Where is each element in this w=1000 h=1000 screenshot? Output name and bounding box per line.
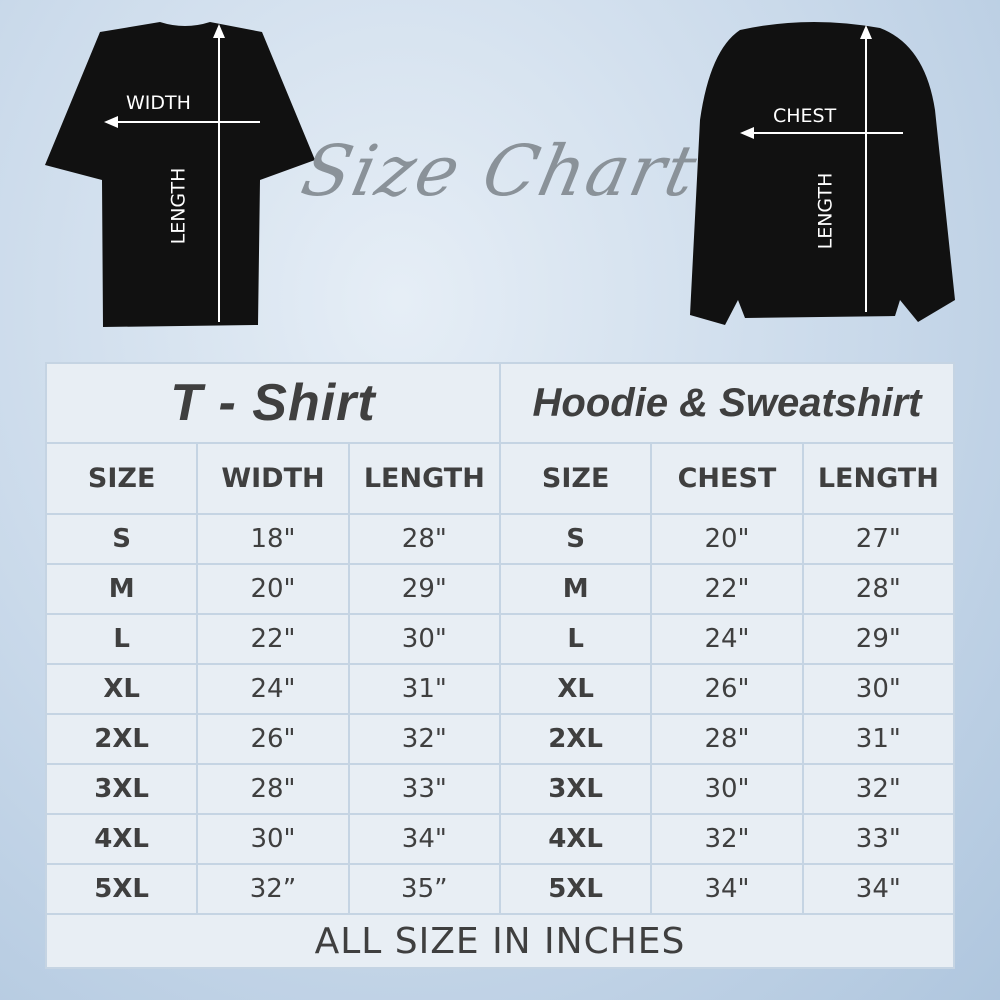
measurement-cell: 26" xyxy=(198,715,348,763)
measurement-cell: 34" xyxy=(349,815,499,863)
measurement-cell: 20" xyxy=(198,565,348,613)
measurement-cell: 24" xyxy=(198,665,348,713)
table-row: S 18" 28" S 20" 27" xyxy=(47,515,953,563)
measurement-cell: 31" xyxy=(349,665,499,713)
measurement-cell: 32" xyxy=(652,815,802,863)
size-cell: 4XL xyxy=(47,815,197,863)
column-header: LENGTH xyxy=(803,444,953,513)
measurement-cell: 22" xyxy=(652,565,802,613)
width-label: WIDTH xyxy=(126,92,191,114)
table-row: 3XL 28" 33" 3XL 30" 32" xyxy=(47,765,953,813)
size-cell: 3XL xyxy=(47,765,197,813)
measurement-cell: 30" xyxy=(652,765,802,813)
measurement-cell: 34" xyxy=(803,865,953,913)
measurement-cell: 30" xyxy=(803,665,953,713)
measurement-cell: 30" xyxy=(349,615,499,663)
size-cell: 2XL xyxy=(47,715,197,763)
table-row: XL 24" 31" XL 26" 30" xyxy=(47,665,953,713)
column-header: CHEST xyxy=(652,444,802,513)
size-cell: L xyxy=(500,615,651,663)
size-cell: XL xyxy=(500,665,651,713)
column-header: SIZE xyxy=(500,444,651,513)
hoodie-title: Hoodie & Sweatshirt xyxy=(500,364,953,442)
size-chart-heading: Size Chart xyxy=(294,130,706,212)
measurement-cell: 22" xyxy=(198,615,348,663)
size-cell: S xyxy=(47,515,197,563)
footer-note: ALL SIZE IN INCHES xyxy=(47,915,953,967)
tshirt-length-label: LENGTH xyxy=(167,167,190,245)
tshirt-image xyxy=(45,22,315,327)
measurement-cell: 28" xyxy=(349,515,499,563)
chest-label: CHEST xyxy=(773,105,837,127)
size-cell: 5XL xyxy=(47,865,197,913)
measurement-cell: 28" xyxy=(198,765,348,813)
table-row: 5XL 32” 35” 5XL 34" 34" xyxy=(47,865,953,913)
measurement-cell: 29" xyxy=(349,565,499,613)
tshirt-title: T - Shirt xyxy=(47,364,499,442)
measurement-cell: 30" xyxy=(198,815,348,863)
size-cell: 4XL xyxy=(500,815,651,863)
measurement-cell: 33" xyxy=(349,765,499,813)
measurement-cell: 32” xyxy=(198,865,348,913)
measurement-cell: 35” xyxy=(349,865,499,913)
column-header: LENGTH xyxy=(349,444,499,513)
measurement-cell: 20" xyxy=(652,515,802,563)
column-header: SIZE xyxy=(47,444,197,513)
size-table: T - Shirt Hoodie & Sweatshirt SIZE WIDTH L… xyxy=(45,362,955,969)
measurement-cell: 27" xyxy=(803,515,953,563)
measurement-cell: 28" xyxy=(803,565,953,613)
measurement-cell: 34" xyxy=(652,865,802,913)
table-row: 4XL 30" 34" 4XL 32" 33" xyxy=(47,815,953,863)
table-row: 2XL 26" 32" 2XL 28" 31" xyxy=(47,715,953,763)
size-cell: 3XL xyxy=(500,765,651,813)
table-row: L 22" 30" L 24" 29" xyxy=(47,615,953,663)
measurement-cell: 32" xyxy=(349,715,499,763)
hoodie-length-label: LENGTH xyxy=(814,172,837,250)
size-cell: M xyxy=(500,565,651,613)
measurement-cell: 32" xyxy=(803,765,953,813)
size-cell: S xyxy=(500,515,651,563)
size-cell: 2XL xyxy=(500,715,651,763)
measurement-cell: 33" xyxy=(803,815,953,863)
size-cell: M xyxy=(47,565,197,613)
measurement-cell: 24" xyxy=(652,615,802,663)
measurement-cell: 18" xyxy=(198,515,348,563)
size-cell: 5XL xyxy=(500,865,651,913)
sweatshirt-image xyxy=(690,21,955,325)
measurement-cell: 28" xyxy=(652,715,802,763)
measurement-cell: 29" xyxy=(803,615,953,663)
measurement-cell: 31" xyxy=(803,715,953,763)
measurement-cell: 26" xyxy=(652,665,802,713)
size-cell: L xyxy=(47,615,197,663)
garment-illustrations xyxy=(45,21,955,327)
size-cell: XL xyxy=(47,665,197,713)
column-header: WIDTH xyxy=(198,444,348,513)
table-row: M 20" 29" M 22" 28" xyxy=(47,565,953,613)
